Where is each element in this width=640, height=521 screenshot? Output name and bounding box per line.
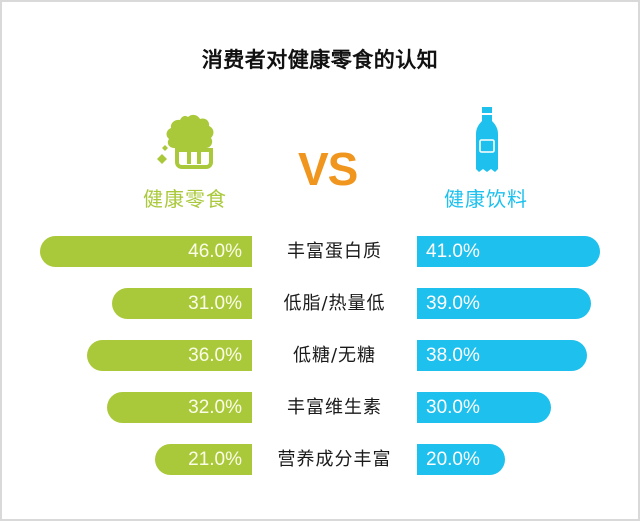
drink-bar: 41.0% (417, 236, 600, 267)
comparison-row: 32.0% 丰富维生素 30.0% (0, 392, 640, 423)
snack-value: 32.0% (188, 396, 242, 418)
snack-value: 31.0% (188, 292, 242, 314)
drink-value: 41.0% (426, 240, 480, 262)
snack-value: 21.0% (188, 448, 242, 470)
drink-bar: 30.0% (417, 392, 551, 423)
comparison-row: 46.0% 丰富蛋白质 41.0% (0, 236, 640, 267)
chart-title: 消费者对健康零食的认知 (201, 48, 439, 72)
comparison-row: 36.0% 低糖/无糖 38.0% (0, 340, 640, 371)
category-label: 营养成分丰富 (277, 449, 392, 470)
comparison-row: 21.0% 营养成分丰富 20.0% (0, 444, 640, 475)
category-label: 低糖/无糖 (292, 345, 377, 366)
snack-cup-icon (157, 114, 214, 169)
snack-bar: 21.0% (155, 444, 252, 475)
drink-value: 39.0% (426, 292, 480, 314)
snack-bar: 36.0% (87, 340, 252, 371)
drink-bar: 38.0% (417, 340, 587, 371)
vs-label: VS (298, 143, 358, 195)
snack-value: 46.0% (188, 240, 242, 262)
category-label: 丰富蛋白质 (287, 241, 382, 262)
snack-bar: 31.0% (112, 288, 252, 319)
comparison-row: 31.0% 低脂/热量低 39.0% (0, 288, 640, 319)
water-bottle-icon (476, 107, 498, 172)
snack-bar: 32.0% (107, 392, 252, 423)
category-label: 丰富维生素 (287, 397, 382, 418)
drink-bar: 39.0% (417, 288, 591, 319)
snack-label: 健康零食 (143, 187, 227, 211)
drink-value: 30.0% (426, 396, 480, 418)
drink-value: 20.0% (426, 448, 480, 470)
category-label: 低脂/热量低 (283, 293, 386, 314)
snack-bar: 46.0% (40, 236, 252, 267)
drink-bar: 20.0% (417, 444, 505, 475)
snack-value: 36.0% (188, 344, 242, 366)
drink-value: 38.0% (426, 344, 480, 366)
drink-label: 健康饮料 (444, 187, 528, 211)
